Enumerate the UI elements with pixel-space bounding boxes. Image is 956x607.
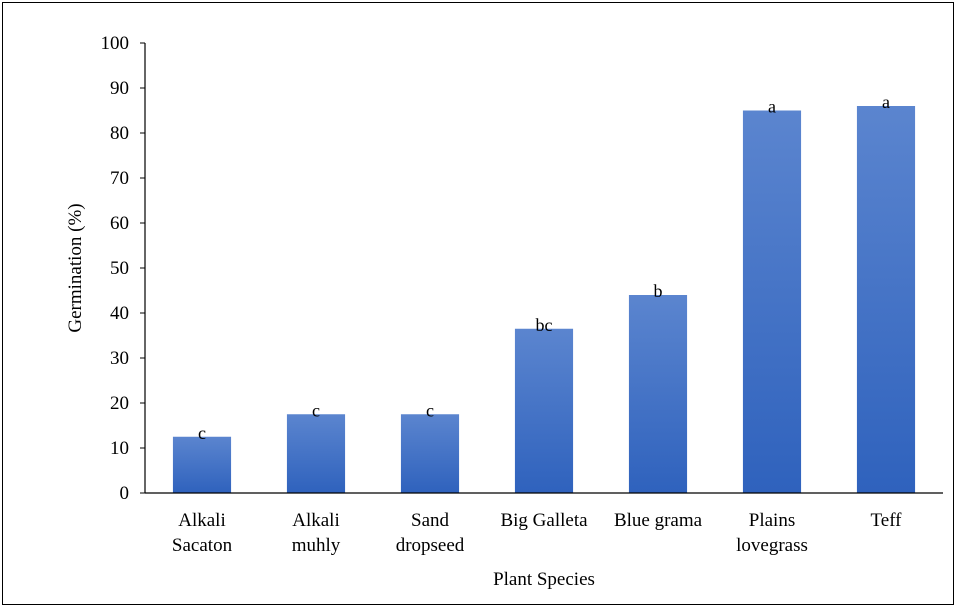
significance-label: c xyxy=(426,400,434,420)
y-tick-label: 0 xyxy=(120,483,130,504)
bar xyxy=(856,106,916,493)
significance-label: a xyxy=(882,92,890,112)
significance-label: b xyxy=(654,281,663,301)
bar xyxy=(628,295,688,493)
y-tick-label: 100 xyxy=(101,33,130,54)
y-tick-label: 50 xyxy=(110,258,129,279)
y-axis-title: Germination (%) xyxy=(65,203,86,332)
x-category-label: Teff xyxy=(870,510,902,531)
y-tick-label: 60 xyxy=(110,213,129,234)
significance-label: bc xyxy=(536,315,553,335)
y-tick-label: 10 xyxy=(110,438,129,459)
y-tick-label: 70 xyxy=(110,168,129,189)
significance-label: a xyxy=(768,97,776,117)
bar xyxy=(742,110,802,493)
x-category-label: Alkali Sacaton xyxy=(172,510,233,556)
x-category-label: Big Galleta xyxy=(500,510,588,531)
x-category-label: Sand dropseed xyxy=(396,510,465,556)
bars xyxy=(172,106,916,493)
y-tick-label: 40 xyxy=(110,303,129,324)
bar xyxy=(286,414,346,493)
x-category-label: Alkali muhly xyxy=(292,510,341,556)
germination-bar-chart: 0 10 20 30 40 50 60 70 80 90 100 c c c bc b a a Alkali Sa… xyxy=(65,33,943,590)
bar xyxy=(514,328,574,493)
x-axis-title: Plant Species xyxy=(493,569,595,590)
y-tick-label: 90 xyxy=(110,78,129,99)
y-axis-ticks: 0 10 20 30 40 50 60 70 80 90 100 xyxy=(101,33,145,504)
x-axis-category-labels: Alkali Sacaton Alkali muhly Sand dropseed Big … xyxy=(172,510,902,556)
y-tick-label: 20 xyxy=(110,393,129,414)
x-category-label: Blue grama xyxy=(614,510,703,531)
significance-label: c xyxy=(198,423,206,443)
bar xyxy=(400,414,460,493)
significance-labels: c c c bc b a a xyxy=(198,92,890,443)
bar xyxy=(172,436,232,493)
x-category-label: Plains lovegrass xyxy=(736,510,808,556)
y-tick-label: 80 xyxy=(110,123,129,144)
y-tick-label: 30 xyxy=(110,348,129,369)
significance-label: c xyxy=(312,400,320,420)
